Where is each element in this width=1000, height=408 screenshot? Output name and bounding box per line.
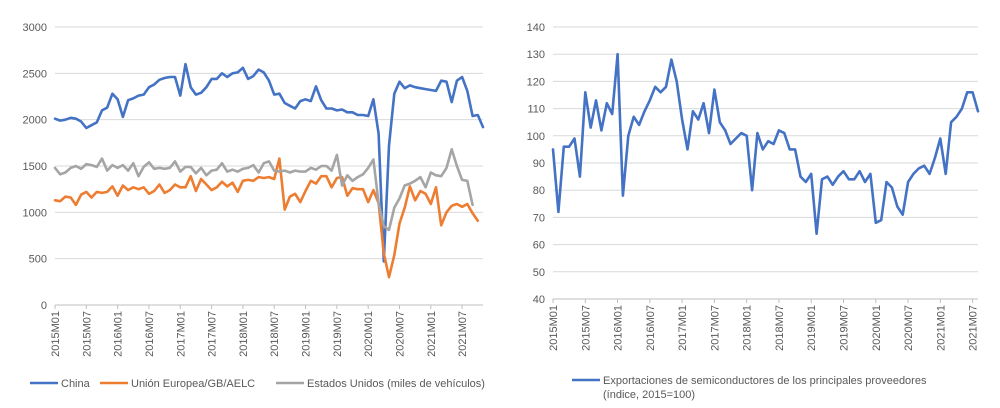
y-tick-label: 100 — [527, 131, 545, 143]
x-tick-label: 2016M01 — [613, 305, 625, 351]
y-tick-label: 0 — [41, 300, 47, 312]
y-tick-label: 50 — [533, 267, 545, 279]
y-tick-label: 60 — [533, 240, 545, 252]
x-tick-label: 2017M07 — [709, 305, 721, 351]
x-tick-label: 2021M07 — [457, 311, 469, 357]
x-tick-label: 2020M01 — [363, 311, 375, 357]
x-tick-label: 2018M07 — [269, 311, 281, 357]
y-tick-label: 70 — [533, 212, 545, 224]
x-tick-label: 2016M07 — [144, 311, 156, 357]
x-tick-label: 2018M01 — [238, 311, 250, 357]
x-tick-label: 2015M01 — [548, 305, 560, 351]
x-tick-label: 2019M01 — [301, 311, 313, 357]
legend-label: China — [61, 378, 91, 390]
y-tick-label: 1000 — [23, 207, 47, 219]
series-line-2 — [53, 148, 474, 232]
x-tick-label: 2020M01 — [871, 305, 883, 351]
y-tick-label: 120 — [527, 76, 545, 88]
y-tick-label: 40 — [533, 294, 545, 306]
y-tick-label: 3000 — [23, 22, 47, 34]
series-line-0 — [53, 62, 485, 263]
x-tick-label: 2021M07 — [968, 305, 980, 351]
x-tick-label: 2021M01 — [426, 311, 438, 357]
x-tick-label: 2019M07 — [332, 311, 344, 357]
y-tick-label: 2500 — [23, 68, 47, 80]
x-tick-label: 2015M01 — [50, 311, 62, 357]
y-tick-label: 2000 — [23, 115, 47, 127]
x-tick-label: 2015M07 — [580, 305, 592, 351]
y-tick-label: 140 — [527, 22, 545, 34]
series-line-1 — [53, 157, 480, 279]
x-tick-label: 2019M01 — [806, 305, 818, 351]
x-tick-label: 2021M01 — [935, 305, 947, 351]
x-tick-label: 2015M07 — [81, 311, 93, 357]
x-tick-label: 2017M01 — [677, 305, 689, 351]
x-tick-label: 2020M07 — [394, 311, 406, 357]
y-tick-label: 500 — [29, 254, 47, 266]
semiconductor-exports-chart: 40 50 60 70 80 90 100 110 120 130 140 2015M01 2015M0… — [527, 22, 980, 401]
x-tick-label: 2018M07 — [774, 305, 786, 351]
y-tick-label: 130 — [527, 49, 545, 61]
x-tick-label: 2017M01 — [175, 311, 187, 357]
x-tick-label: 2016M07 — [645, 305, 657, 351]
x-tick-label: 2017M07 — [207, 311, 219, 357]
x-tick-label: 2019M07 — [839, 305, 851, 351]
y-tick-label: 110 — [527, 104, 545, 116]
x-tick-label: 2016M01 — [113, 311, 125, 357]
legend-label: Unión Europea/GB/AELC — [131, 378, 255, 390]
y-tick-label: 80 — [533, 185, 545, 197]
vehicle-sales-chart: 0 500 1000 1500 2000 2500 3000 2015M01 2015M07 20… — [23, 22, 485, 390]
legend-label: Exportaciones de semiconductores de los … — [603, 375, 927, 401]
y-tick-label: 1500 — [23, 161, 47, 173]
series-line-0 — [551, 52, 980, 235]
legend-label: Estados Unidos (miles de vehículos) — [307, 378, 485, 390]
x-tick-label: 2018M01 — [742, 305, 754, 351]
y-tick-label: 90 — [533, 158, 545, 170]
x-tick-label: 2020M07 — [903, 305, 915, 351]
